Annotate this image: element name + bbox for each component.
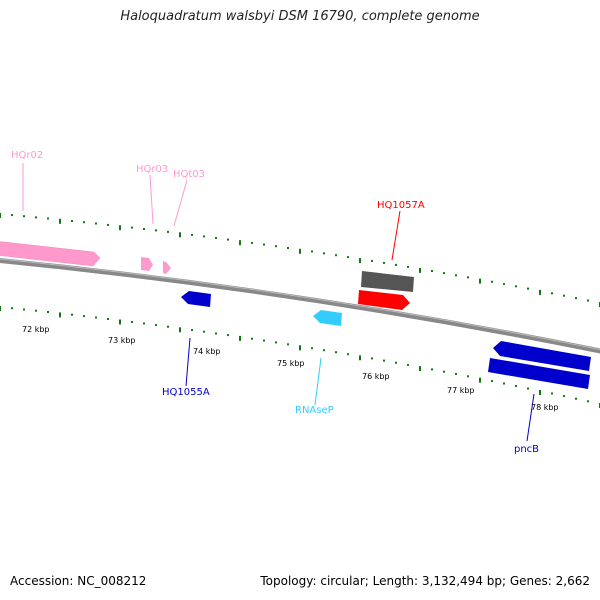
leader-hq1055a	[185, 337, 191, 387]
feature-hqt03[interactable]	[163, 261, 171, 274]
feature-hqr02[interactable]	[0, 241, 101, 267]
feature-hq1055a[interactable]	[181, 291, 211, 307]
scale-label-76: 76 kbp	[362, 372, 390, 381]
feature-rnasep[interactable]	[313, 310, 342, 326]
leader-hqr03	[149, 174, 154, 225]
forward-tick-ring	[0, 213, 600, 307]
scale-label-73: 73 kbp	[108, 336, 136, 345]
feature-pncb-1[interactable]	[493, 341, 591, 371]
leader-pncb	[526, 393, 535, 442]
feature-pncb-2[interactable]	[488, 358, 590, 389]
scale-label-78: 78 kbp	[531, 403, 559, 412]
accession-text: Accession: NC_008212	[10, 574, 147, 588]
leader-hqt03	[173, 179, 188, 227]
label-hq1055a: HQ1055A	[162, 387, 210, 398]
leader-hq1057a	[391, 210, 401, 261]
genome-summary-text: Topology: circular; Length: 3,132,494 bp…	[260, 574, 590, 588]
genome-backbone	[0, 257, 600, 354]
label-hqr03: HQr03	[136, 164, 168, 175]
feature-hq1057a-cds[interactable]	[358, 290, 410, 310]
scale-label-75: 75 kbp	[277, 359, 305, 368]
label-rnasep: RNAseP	[295, 405, 334, 416]
reverse-tick-ring	[0, 306, 600, 408]
feature-hqr03[interactable]	[141, 257, 153, 271]
map-title: Haloquadratum walsbyi DSM 16790, complet…	[120, 9, 480, 24]
label-hqt03: HQt03	[173, 169, 205, 180]
label-pncb: pncB	[514, 444, 539, 455]
label-hq1057a: HQ1057A	[377, 200, 425, 211]
scale-label-72: 72 kbp	[22, 325, 50, 334]
leader-rnasep	[314, 357, 322, 406]
feature-hq1057a-gene[interactable]	[361, 271, 414, 292]
label-hqr02: HQr02	[11, 150, 43, 161]
scale-label-77: 77 kbp	[447, 386, 475, 395]
scale-label-74: 74 kbp	[193, 347, 221, 356]
